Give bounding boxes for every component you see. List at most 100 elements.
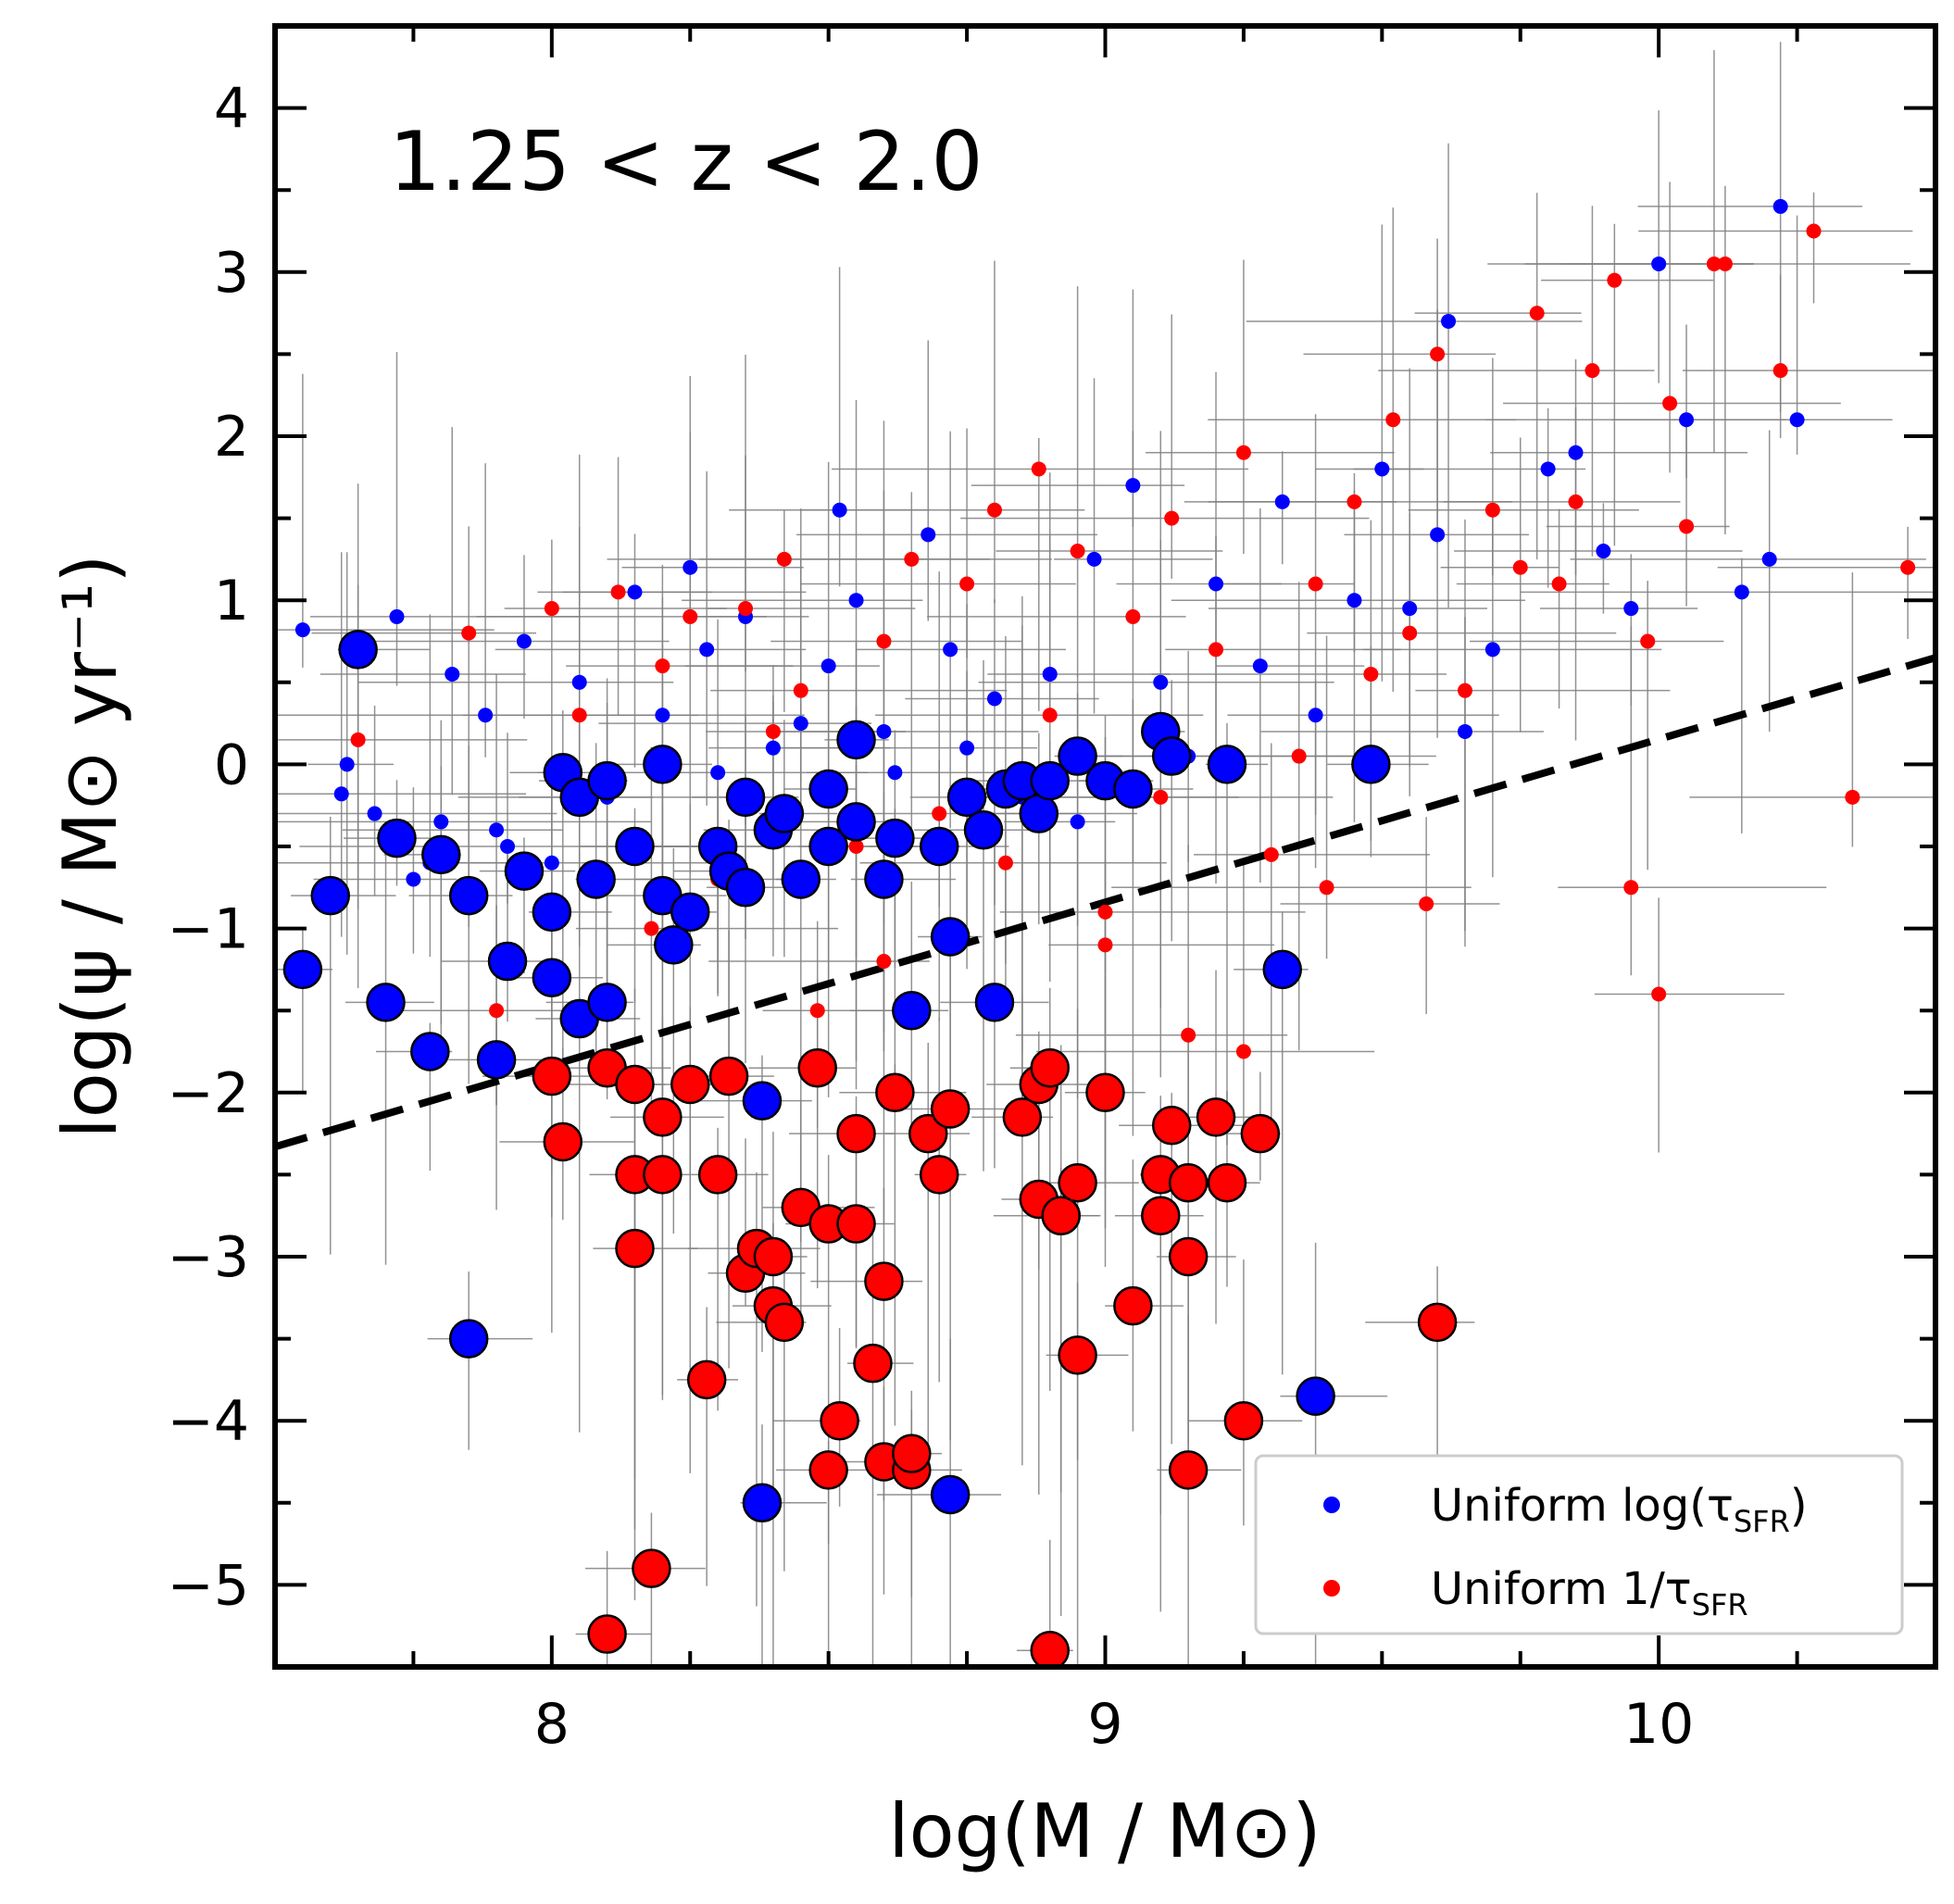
red-large-point <box>1058 1163 1097 1203</box>
blue-small-point <box>1540 461 1556 477</box>
blue-large-point <box>448 875 489 916</box>
red-small-point <box>1347 494 1362 509</box>
red-large-point <box>1168 1236 1209 1277</box>
x-axis-label: log(M / M⊙) <box>888 1788 1321 1874</box>
redshift-annotation: 1.25 < z < 2.0 <box>389 114 983 209</box>
red-small-point <box>1125 608 1141 624</box>
red-small-point <box>1584 363 1600 379</box>
red-large-point <box>1168 1450 1209 1490</box>
blue-small-point <box>1308 708 1323 723</box>
blue-large-point <box>1351 745 1391 784</box>
blue-large-point <box>1207 745 1247 784</box>
red-small-point <box>1484 502 1500 518</box>
blue-large-point <box>587 983 627 1022</box>
blue-large-point <box>310 875 351 916</box>
blue-small-point <box>655 708 670 723</box>
blue-small-point <box>339 757 355 772</box>
x-tick-label: 10 <box>1623 1692 1694 1757</box>
y-tick-label: −1 <box>168 897 249 962</box>
blue-small-point <box>710 765 726 781</box>
red-large-point <box>836 1113 876 1154</box>
red-large-point <box>875 1072 915 1113</box>
blue-large-point <box>615 826 655 867</box>
red-large-point <box>908 1113 948 1154</box>
red-large-point <box>919 1155 959 1195</box>
red-small-point <box>1209 642 1224 658</box>
blue-large-point <box>742 1081 783 1121</box>
blue-small-point <box>445 666 460 682</box>
blue-small-point <box>848 593 864 608</box>
blue-large-point <box>654 925 694 965</box>
red-small-point <box>1042 708 1058 723</box>
red-small-point <box>644 921 659 936</box>
blue-small-point <box>1596 544 1611 559</box>
red-large-point <box>808 1450 848 1490</box>
blue-small-point <box>1484 642 1500 658</box>
red-small-point <box>1291 748 1307 764</box>
blue-large-point <box>576 859 616 899</box>
red-small-point <box>1806 223 1822 239</box>
blue-small-point <box>1568 445 1584 460</box>
red-large-point <box>797 1047 837 1088</box>
red-large-point <box>1113 1285 1153 1326</box>
blue-small-point <box>1651 256 1667 271</box>
blue-small-point <box>832 502 847 518</box>
blue-small-point <box>627 584 643 600</box>
blue-small-point <box>887 765 903 781</box>
red-large-point <box>892 1434 932 1473</box>
red-small-point <box>1772 363 1788 379</box>
red-large-point <box>1168 1163 1209 1203</box>
blue-large-point <box>1262 949 1303 990</box>
blue-large-point <box>532 892 572 933</box>
blue-large-point <box>808 769 848 809</box>
red-small-point <box>1529 306 1545 321</box>
red-small-point <box>1662 395 1678 411</box>
red-small-point <box>876 633 892 649</box>
red-large-point <box>615 1064 655 1105</box>
blue-small-point <box>516 633 532 649</box>
y-tick-label: 0 <box>214 733 249 797</box>
blue-small-point <box>1153 674 1169 690</box>
red-large-point <box>643 1155 683 1195</box>
red-small-point <box>610 584 626 600</box>
blue-small-point <box>699 642 715 658</box>
red-small-point <box>1457 683 1472 698</box>
red-large-point <box>532 1056 572 1096</box>
red-small-point <box>1900 559 1916 575</box>
red-large-point <box>697 1155 738 1195</box>
red-small-point <box>1640 633 1656 649</box>
blue-small-point <box>959 740 975 756</box>
blue-large-point <box>366 983 406 1022</box>
y-tick-label: −5 <box>168 1553 249 1618</box>
blue-large-point <box>504 851 545 891</box>
red-small-point <box>655 658 670 674</box>
axis-ticks <box>273 24 1937 1669</box>
blue-small-point <box>1209 576 1224 592</box>
blue-small-point <box>1125 478 1141 494</box>
blue-small-point <box>1374 461 1390 477</box>
blue-small-point <box>986 691 1002 707</box>
red-small-point <box>1031 461 1046 477</box>
red-large-point <box>543 1121 583 1162</box>
red-large-point <box>643 1097 683 1137</box>
blue-large-point <box>781 859 821 899</box>
blue-large-point <box>974 983 1015 1022</box>
blue-large-point <box>487 941 528 982</box>
blue-small-point <box>500 839 516 854</box>
red-large-point <box>930 1089 971 1129</box>
blue-large-point <box>282 949 323 990</box>
blue-small-point <box>1441 313 1457 329</box>
blue-large-point <box>338 630 378 670</box>
legend-marker-blue <box>1323 1497 1340 1513</box>
red-small-point <box>765 723 781 739</box>
x-tick-label: 9 <box>1087 1692 1122 1757</box>
red-small-point <box>1551 576 1567 592</box>
red-large-point <box>1002 1097 1043 1137</box>
blue-large-point <box>421 834 461 875</box>
blue-large-point <box>1019 794 1059 833</box>
blue-small-point <box>793 716 808 732</box>
blue-large-point <box>670 892 710 933</box>
legend-marker-red <box>1323 1580 1340 1597</box>
red-small-point <box>1717 256 1733 271</box>
